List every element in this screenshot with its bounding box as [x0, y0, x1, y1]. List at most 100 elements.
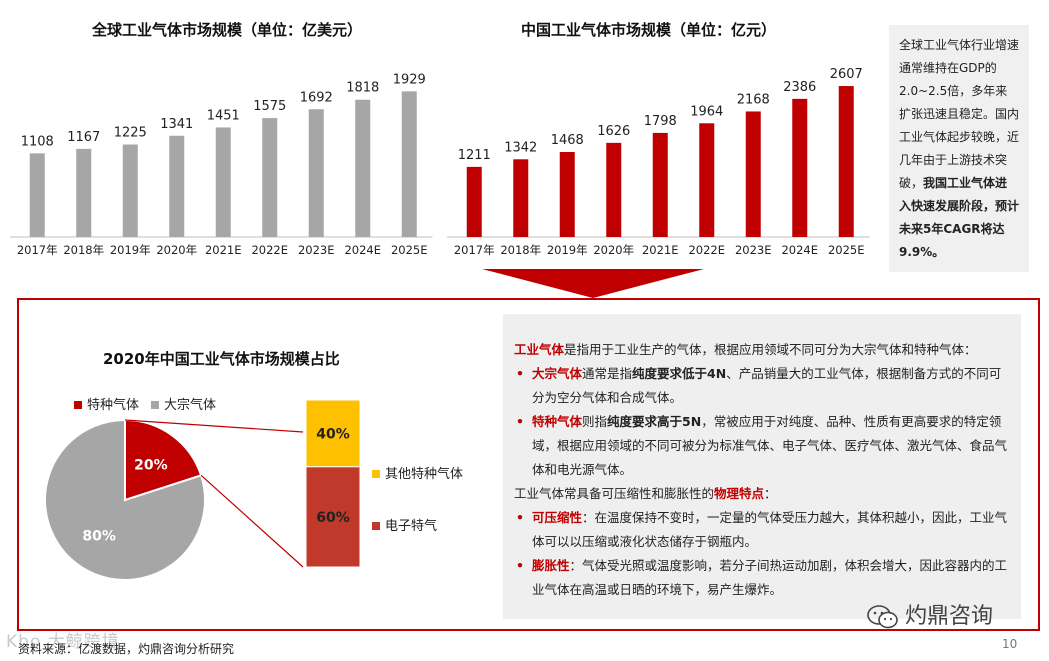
china-chart-title: 中国工业气体市场规模（单位：亿元）	[521, 21, 777, 39]
bar	[792, 98, 808, 237]
bar-value-label: 1929	[393, 72, 426, 87]
bar-value-label: 1798	[644, 114, 677, 129]
x-tick-label: 2025E	[828, 243, 865, 257]
desc-paragraph-2: 工业气体常具备可压缩性和膨胀性的物理特点：	[514, 482, 1009, 506]
legend-swatch-gray	[151, 400, 159, 409]
x-tick-label: 2022E	[251, 243, 288, 257]
b2-bold: 纯度要求高于5N	[607, 414, 702, 429]
bar	[355, 99, 371, 237]
stacked-segment-label: 40%	[316, 426, 350, 442]
bar	[606, 142, 622, 237]
description-box: 工业气体是指用于工业生产的气体，根据应用领域不同可分为大宗气体和特种气体： 大宗…	[503, 314, 1021, 619]
bar	[466, 166, 482, 237]
bar-value-label: 1626	[597, 124, 630, 139]
bar	[262, 118, 278, 237]
legend-other-special: 其他特种气体	[372, 463, 463, 482]
desc-bullet-compress: 可压缩性：在温度保持不变时，一定量的气体受压力越大，其体积越小，因此，工业气体可…	[514, 506, 1009, 554]
source-note: 资料来源：亿渡数据，灼鼎咨询分析研究	[18, 642, 235, 656]
bar-value-label: 1342	[504, 140, 537, 155]
bar	[401, 91, 417, 237]
desc-bullet-special: 特种气体则指纯度要求高于5N，常被应用于对纯度、品种、性质有更高要求的特定领域，…	[514, 410, 1009, 482]
legend-electronic-label: 电子特气	[385, 519, 438, 534]
p2-bold: 物理特点	[714, 486, 765, 501]
page-number: 10	[1002, 637, 1018, 651]
pie-chart-title: 2020年中国工业气体市场规模占比	[103, 350, 340, 368]
x-tick-label: 2018年	[63, 243, 104, 257]
stacked-segment	[305, 399, 361, 468]
x-tick-label: 2017年	[17, 243, 58, 257]
legend-swatch-yellow	[372, 469, 380, 478]
bar	[652, 132, 668, 237]
lower-frame	[17, 298, 1040, 631]
bar	[745, 111, 761, 237]
pie-slice-label: 20%	[134, 457, 168, 473]
legend-special-label: 特种气体	[87, 398, 140, 413]
bar-value-label: 1575	[253, 99, 286, 114]
global-bar-chart: 1108 2017年 1167 2018年 1225 2019年 1341 2020年 1451…	[10, 72, 433, 257]
x-tick-label: 2024E	[781, 243, 818, 257]
x-tick-label: 2024E	[344, 243, 381, 257]
b2-a: 则指	[582, 414, 608, 429]
bar-value-label: 1964	[690, 104, 723, 119]
bar	[838, 86, 854, 237]
pie-chart: 80% 20%	[44, 418, 304, 581]
bar-value-label: 1341	[160, 117, 193, 132]
global-chart-title: 全球工业气体市场规模（单位：亿美元）	[92, 21, 363, 39]
bar-value-label: 1225	[114, 126, 147, 141]
p2-b: ：	[764, 486, 777, 501]
x-tick-label: 2017年	[454, 243, 495, 257]
bar-value-label: 1468	[551, 133, 584, 148]
sidebar-text: 全球工业气体行业增速通常维持在GDP的2.0~2.5倍，多年来扩张迅速且稳定。国…	[899, 38, 1020, 190]
p2-a: 工业气体常具备可压缩性和膨胀性的	[514, 486, 715, 501]
watermark-right: 灼鼎咨询	[867, 598, 993, 630]
b4-text: ：气体受光照或温度影响，若分子间热运动加剧，体积会增大，因此容器内的工业气体在高…	[532, 558, 1008, 597]
wechat-icon	[867, 605, 898, 629]
bar	[169, 135, 185, 237]
bar	[122, 144, 138, 237]
b1-a: 通常是指	[582, 366, 633, 381]
x-tick-label: 2019年	[110, 243, 151, 257]
desc-p1-text: 是指用于工业生产的气体，根据应用领域不同可分为大宗气体和特种气体：	[564, 342, 977, 357]
bar-value-label: 2386	[783, 80, 816, 95]
b3-text: ：在温度保持不变时，一定量的气体受压力越大，其体积越小，因此，工业气体可以以压缩…	[532, 510, 1008, 549]
b2-b: ，常被应用于对纯度、品种、性质有更高要求的特定领域，根据应用领域的不同可被分为标…	[532, 414, 1008, 477]
bar-value-label: 2168	[737, 92, 770, 107]
legend-bulk-label: 大宗气体	[164, 398, 217, 413]
b1-bold: 纯度要求低于4N	[632, 366, 727, 381]
connector-line-top	[124, 419, 304, 433]
watermark-right-text: 灼鼎咨询	[905, 604, 994, 629]
b1-b: 、产品销量大的工业气体，根据制备方式的不同可分为空分气体和合成气体。	[532, 366, 1002, 405]
sidebar-note: 全球工业气体行业增速通常维持在GDP的2.0~2.5倍，多年来扩张迅速且稳定。国…	[889, 25, 1029, 272]
legend-special-gas: 特种气体	[74, 394, 139, 413]
bar	[308, 109, 324, 237]
x-tick-label: 2023E	[735, 243, 772, 257]
pie-slice-label: 80%	[82, 529, 116, 545]
x-tick-label: 2021E	[642, 243, 679, 257]
x-tick-label: 2023E	[298, 243, 335, 257]
bar-value-label: 1692	[300, 90, 333, 105]
bar	[29, 153, 45, 237]
term-expansibility: 膨胀性	[532, 558, 570, 573]
connector-line-bottom	[200, 474, 304, 568]
legend-swatch-darkred	[372, 521, 380, 530]
x-tick-label: 2019年	[547, 243, 588, 257]
x-tick-label: 2018年	[500, 243, 541, 257]
bar-value-label: 2607	[830, 67, 863, 82]
term-bulk-gas: 大宗气体	[532, 366, 583, 381]
stacked-segment	[305, 466, 361, 568]
bar	[699, 123, 715, 237]
x-tick-label: 2020年	[156, 243, 197, 257]
legend-electronic: 电子特气	[372, 515, 437, 534]
sidebar-bold-text: 我国工业气体进入快速发展阶段，预计未来5年CAGR将达9.9%。	[899, 176, 1020, 259]
x-tick-label: 2021E	[205, 243, 242, 257]
term-industrial-gas: 工业气体	[514, 342, 565, 357]
legend-other-label: 其他特种气体	[385, 467, 464, 482]
stacked-segment-label: 60%	[316, 510, 350, 526]
x-tick-label: 2022E	[688, 243, 725, 257]
bar	[76, 148, 92, 237]
bar-value-label: 1818	[346, 81, 379, 96]
bar-value-label: 1108	[21, 134, 54, 149]
bar-value-label: 1451	[207, 108, 240, 123]
china-bar-chart: 1211 2017年 1342 2018年 1468 2019年 1626 2020年 1798…	[447, 67, 870, 257]
desc-bullet-bulk: 大宗气体通常是指纯度要求低于4N、产品销量大的工业气体，根据制备方式的不同可分为…	[514, 362, 1009, 410]
